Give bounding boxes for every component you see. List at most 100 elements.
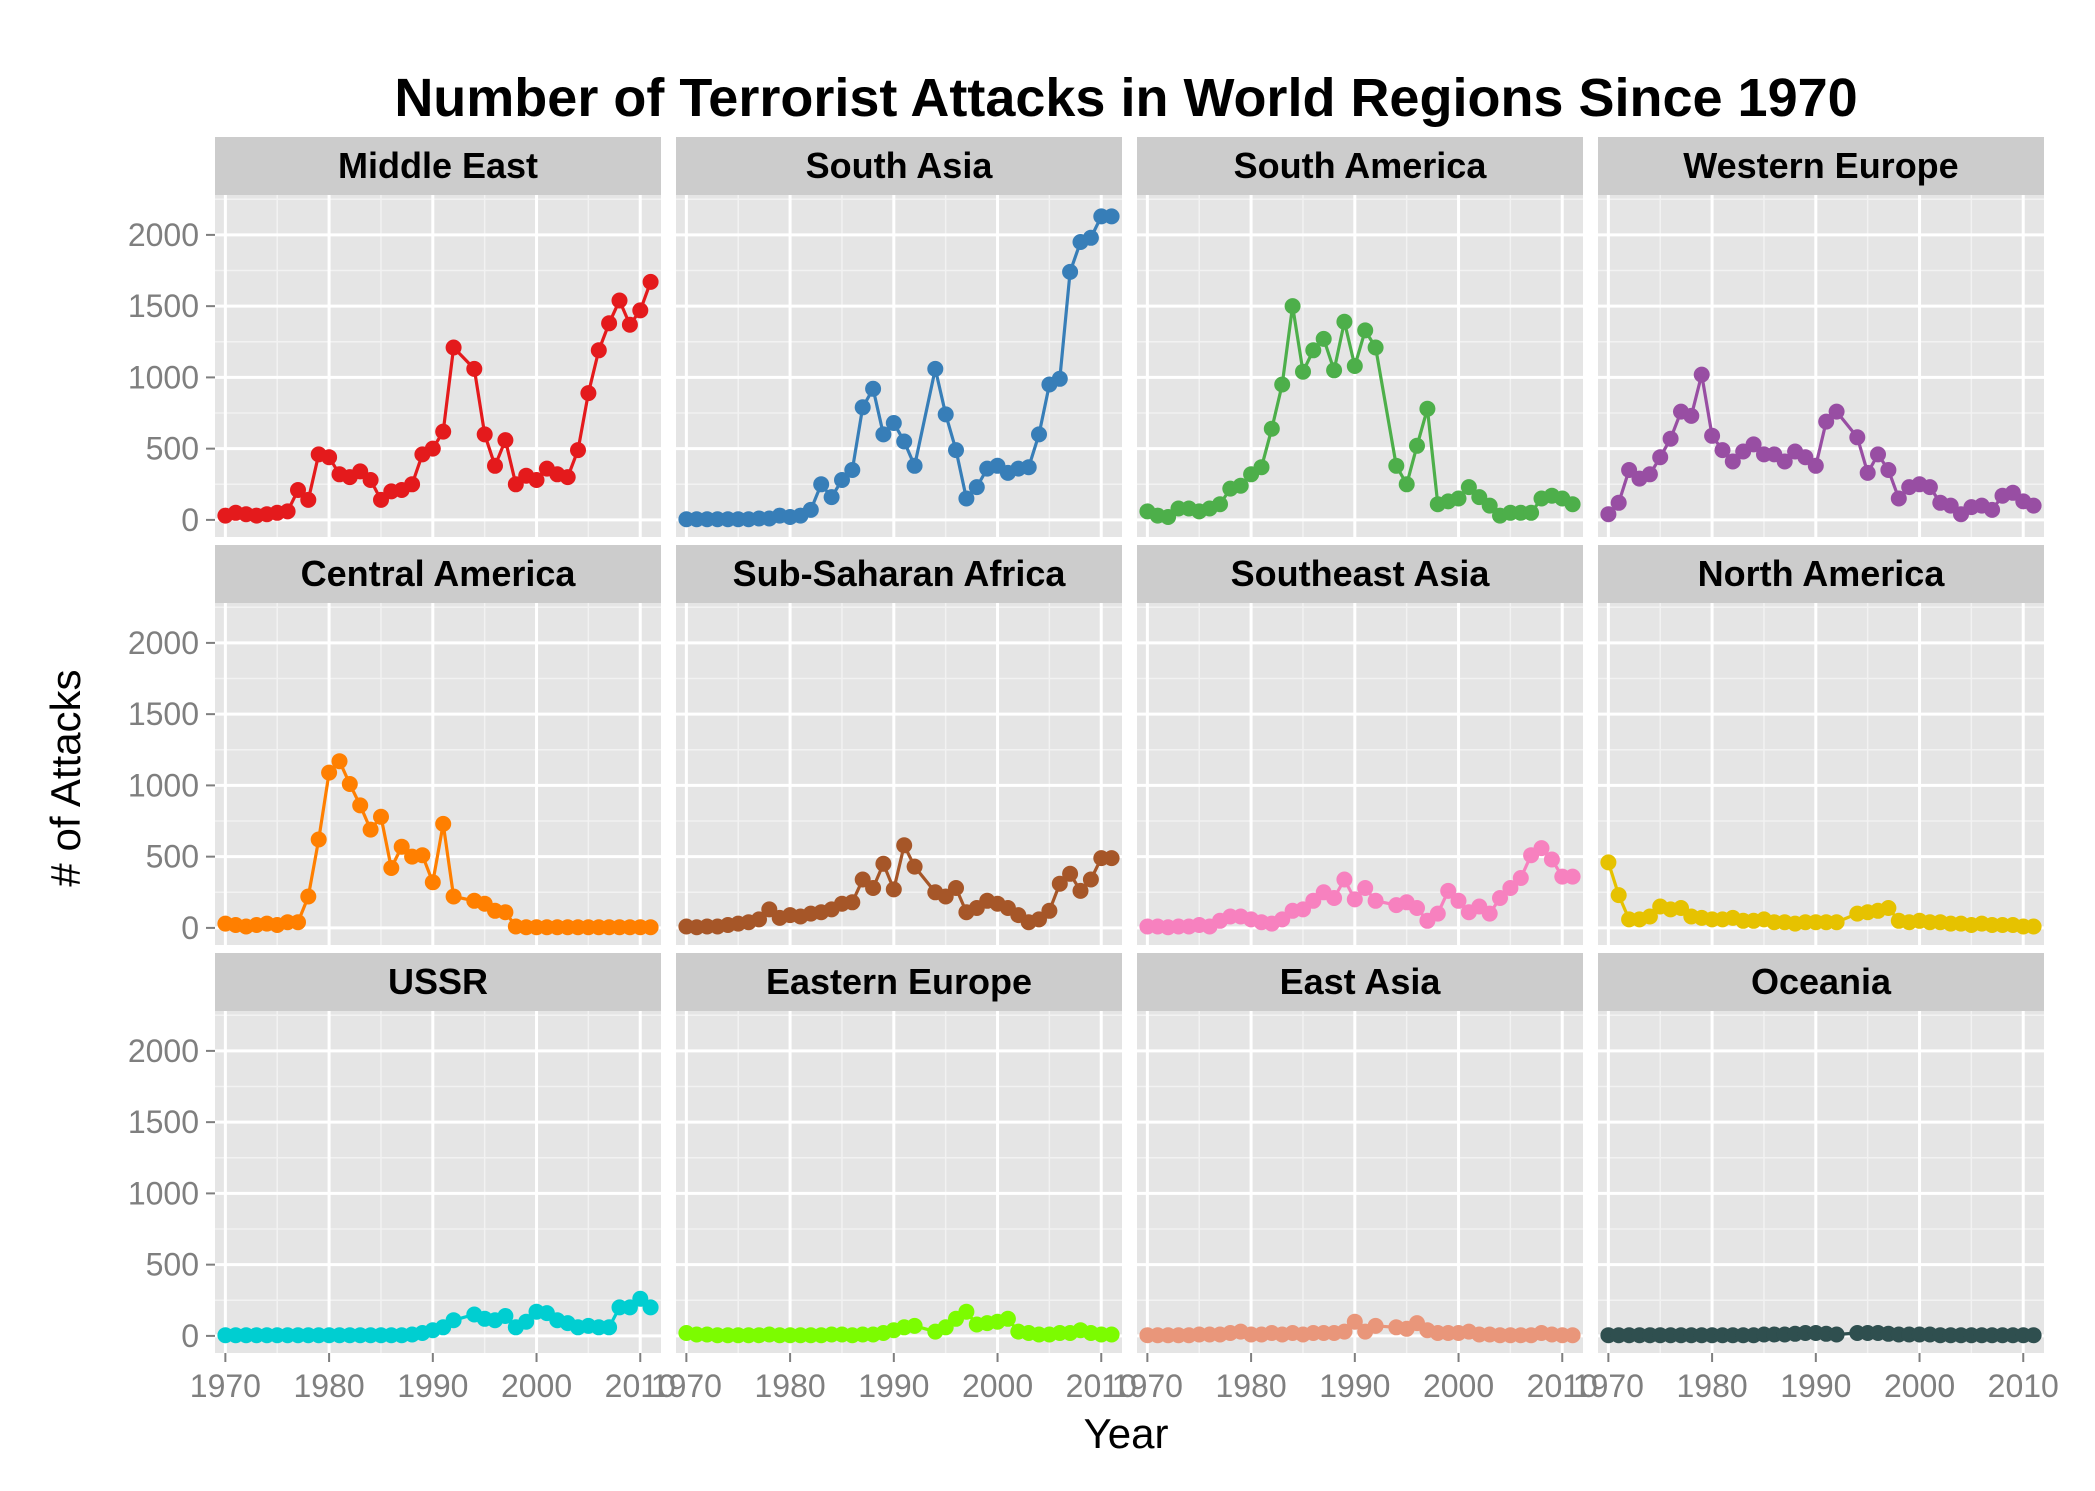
data-point (1305, 342, 1322, 359)
data-point (1041, 902, 1058, 919)
y-axis-tick-labels: 0 500 1000 1500 2000 0 500 1000 1500 2000 0 500 1000… (128, 217, 199, 1354)
strip-label-north-america: North America (1698, 553, 1946, 594)
panel-background-south-asia (676, 195, 1122, 537)
data-point (875, 855, 892, 872)
data-point (937, 406, 954, 423)
data-point (906, 1317, 923, 1334)
data-point (948, 880, 964, 896)
data-point (1828, 1326, 1845, 1343)
data-point (834, 472, 850, 488)
data-point (1828, 914, 1845, 931)
data-point (445, 339, 462, 356)
x-tick-label: 2000 (1884, 1368, 1955, 1404)
data-point (1512, 870, 1529, 886)
data-point (896, 433, 913, 450)
y-tick-label: 2000 (128, 217, 199, 253)
data-point (1610, 887, 1627, 904)
data-point (393, 838, 410, 855)
panel-ussr: USSR (206, 953, 661, 1362)
strip-label-sub-saharan-africa: Sub-Saharan Africa (733, 553, 1067, 594)
data-point (1890, 490, 1907, 507)
strip-label-eastern-europe: Eastern Europe (766, 961, 1032, 1002)
data-point (865, 380, 882, 397)
plot-area-north-america (1598, 603, 2044, 945)
plot-area-oceania (1598, 1011, 2044, 1353)
data-point (279, 503, 296, 520)
data-point (352, 797, 369, 814)
data-point (1693, 366, 1710, 383)
panel-oceania: Oceania (1598, 953, 2044, 1362)
data-point (1367, 1317, 1384, 1334)
data-point (1419, 400, 1436, 417)
data-point (497, 904, 514, 921)
strip-east-asia (1137, 953, 1583, 1011)
data-point (1641, 466, 1658, 483)
data-point (1849, 429, 1866, 446)
data-point (1564, 868, 1581, 885)
data-point (1481, 497, 1498, 514)
data-point (854, 399, 871, 416)
data-point (1346, 358, 1363, 374)
data-point (1062, 865, 1079, 882)
data-point (999, 1310, 1016, 1327)
data-point (580, 385, 597, 402)
data-point (1450, 490, 1467, 507)
data-point (1336, 871, 1353, 888)
data-point (813, 476, 830, 493)
data-point (1859, 464, 1876, 481)
data-point (1031, 426, 1047, 443)
data-point (1807, 457, 1824, 474)
data-point (1818, 413, 1835, 430)
x-tick-label: 2010 (1988, 1368, 2059, 1404)
data-point (445, 1312, 462, 1329)
data-point (885, 415, 902, 431)
data-point (1072, 882, 1089, 899)
y-tick-label: 1500 (128, 1104, 199, 1140)
data-point (590, 342, 607, 359)
x-tick-label: 2000 (962, 1368, 1033, 1404)
panel-southeast-asia: Southeast Asia (1137, 545, 1583, 945)
data-point (321, 449, 338, 466)
y-tick-label: 2000 (128, 1033, 199, 1069)
data-point (414, 847, 431, 864)
data-point (424, 440, 441, 457)
x-tick-label: 2000 (501, 1368, 572, 1404)
data-point (601, 1319, 618, 1336)
data-point (331, 753, 348, 770)
data-point (1051, 875, 1068, 892)
data-point (885, 881, 902, 898)
strip-western-europe (1598, 137, 2044, 195)
y-tick-label: 500 (146, 1247, 199, 1283)
strip-oceania (1598, 953, 2044, 1011)
y-tick-label: 1500 (128, 288, 199, 324)
data-point (1409, 900, 1425, 916)
data-point (1051, 370, 1068, 387)
data-point (1724, 453, 1741, 470)
data-point (2025, 1327, 2042, 1344)
data-point (927, 360, 944, 377)
strip-eastern-europe (676, 953, 1122, 1011)
plot-area-south-america (1137, 195, 1583, 537)
x-tick-label: 1970 (651, 1368, 722, 1404)
data-point (1103, 850, 1120, 867)
strip-label-oceania: Oceania (1751, 961, 1892, 1002)
data-point (906, 858, 923, 875)
x-tick-label: 1990 (1319, 1368, 1390, 1404)
strip-label-east-asia: East Asia (1280, 961, 1442, 1002)
x-tick-label: 1980 (754, 1368, 825, 1404)
strip-south-america (1137, 137, 1583, 195)
strip-southeast-asia (1137, 545, 1583, 603)
y-axis-title: # of Attacks (42, 669, 89, 886)
data-point (487, 457, 503, 474)
data-point (844, 462, 861, 478)
strip-ussr (215, 953, 661, 1011)
data-point (611, 292, 628, 309)
x-tick-label: 2010 (1527, 1368, 1598, 1404)
data-point (1295, 363, 1311, 380)
data-point (642, 1299, 659, 1316)
data-point (823, 489, 840, 506)
plot-area-south-asia (676, 195, 1122, 537)
strip-label-ussr: USSR (388, 961, 488, 1002)
x-tick-label: 1970 (1573, 1368, 1644, 1404)
